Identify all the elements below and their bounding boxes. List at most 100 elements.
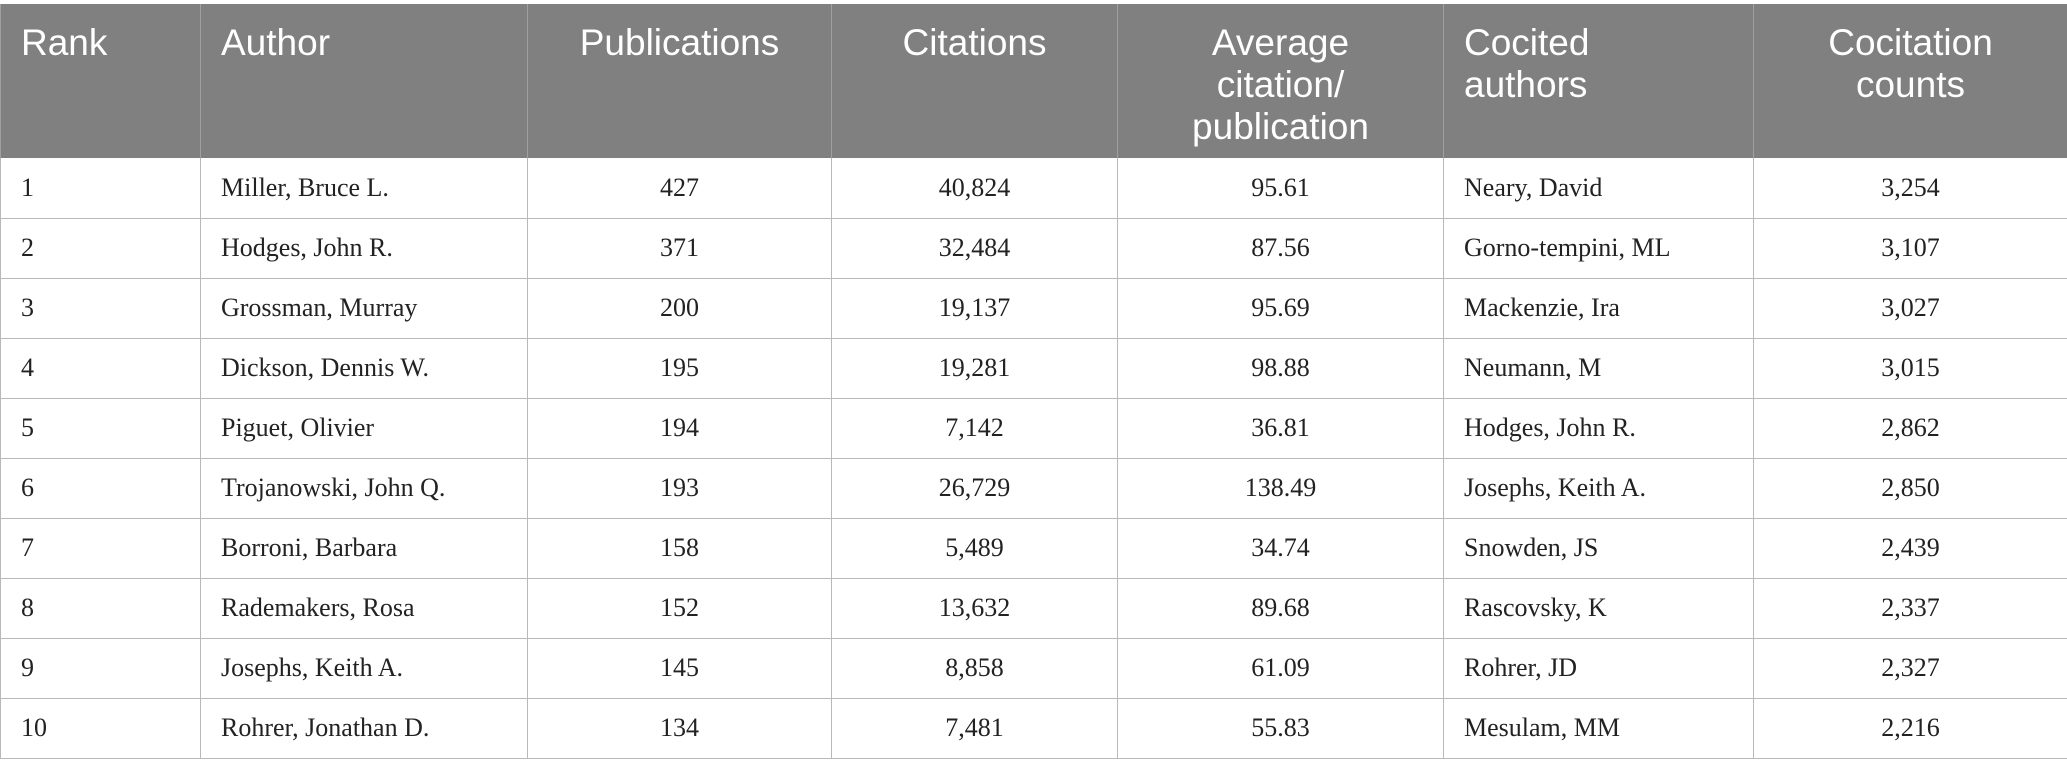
table-row: 8 Rademakers, Rosa 152 13,632 89.68 Rascovsky…	[0, 577, 2067, 639]
average-citation-cell: 61.09	[1117, 637, 1444, 699]
header-cocited-line2: authors	[1464, 64, 1588, 105]
header-average-line3: publication	[1192, 106, 1369, 147]
table-row: 10 Rohrer, Jonathan D. 134 7,481 55.83 Mesula…	[0, 697, 2067, 759]
cocitation-count-cell: 2,439	[1753, 517, 2067, 579]
cocitation-count-cell: 2,337	[1753, 577, 2067, 639]
table-row: 5 Piguet, Olivier 194 7,142 36.81 Hodges, Joh…	[0, 397, 2067, 459]
publications-cell: 427	[527, 158, 832, 219]
average-citation-cell: 95.61	[1117, 158, 1444, 219]
average-citation-cell: 138.49	[1117, 457, 1444, 519]
cocited-author-cell: Gorno-tempini, ML	[1443, 217, 1754, 279]
rank-cell: 6	[0, 457, 201, 519]
cocitation-count-cell: 3,254	[1753, 158, 2067, 219]
author-cell: Josephs, Keith A.	[200, 637, 528, 699]
author-table-container: Rank Author Publications Citations Avera…	[0, 4, 2067, 759]
author-cell: Trojanowski, John Q.	[200, 457, 528, 519]
cocited-author-cell: Mackenzie, Ira	[1443, 277, 1754, 339]
cocitation-count-cell: 3,027	[1753, 277, 2067, 339]
rank-cell: 9	[0, 637, 201, 699]
table-body: 1 Miller, Bruce L. 427 40,824 95.61 Neary, Da…	[0, 158, 2067, 759]
table-row: 1 Miller, Bruce L. 427 40,824 95.61 Neary, Da…	[0, 158, 2067, 219]
publications-cell: 194	[527, 397, 832, 459]
citations-cell: 13,632	[831, 577, 1118, 639]
cocited-author-cell: Josephs, Keith A.	[1443, 457, 1754, 519]
rank-cell: 4	[0, 337, 201, 399]
header-author: Author	[200, 4, 528, 158]
cocited-author-cell: Neumann, M	[1443, 337, 1754, 399]
cocitation-count-cell: 3,015	[1753, 337, 2067, 399]
publications-cell: 158	[527, 517, 832, 579]
header-average-citation: Average citation/ publication	[1117, 4, 1444, 158]
publications-cell: 195	[527, 337, 832, 399]
cocited-author-cell: Rascovsky, K	[1443, 577, 1754, 639]
rank-cell: 3	[0, 277, 201, 339]
publications-cell: 134	[527, 697, 832, 759]
citations-cell: 19,137	[831, 277, 1118, 339]
citations-cell: 26,729	[831, 457, 1118, 519]
citations-cell: 40,824	[831, 158, 1118, 219]
cocitation-count-cell: 2,862	[1753, 397, 2067, 459]
author-cell: Rademakers, Rosa	[200, 577, 528, 639]
author-cell: Rohrer, Jonathan D.	[200, 697, 528, 759]
rank-cell: 8	[0, 577, 201, 639]
cocited-author-cell: Mesulam, MM	[1443, 697, 1754, 759]
cocited-author-cell: Snowden, JS	[1443, 517, 1754, 579]
publications-cell: 145	[527, 637, 832, 699]
header-publications: Publications	[527, 4, 832, 158]
table-row: 4 Dickson, Dennis W. 195 19,281 98.88 Neumann…	[0, 337, 2067, 399]
rank-cell: 5	[0, 397, 201, 459]
rank-cell: 2	[0, 217, 201, 279]
author-citation-table: Rank Author Publications Citations Avera…	[0, 4, 2067, 759]
header-average-line1: Average	[1211, 22, 1350, 63]
table-row: 6 Trojanowski, John Q. 193 26,729 138.49 Jose…	[0, 457, 2067, 519]
header-cocited-line1: Cocited	[1464, 22, 1590, 63]
header-citations: Citations	[831, 4, 1118, 158]
header-rank-label: Rank	[21, 22, 108, 63]
average-citation-cell: 87.56	[1117, 217, 1444, 279]
average-citation-cell: 95.69	[1117, 277, 1444, 339]
average-citation-cell: 36.81	[1117, 397, 1444, 459]
header-cocount-line2: counts	[1855, 64, 1965, 105]
cocitation-count-cell: 3,107	[1753, 217, 2067, 279]
rank-cell: 10	[0, 697, 201, 759]
table-header: Rank Author Publications Citations Avera…	[0, 4, 2067, 158]
citations-cell: 32,484	[831, 217, 1118, 279]
header-citations-label: Citations	[902, 22, 1047, 63]
publications-cell: 371	[527, 217, 832, 279]
header-cocited-authors: Cocited authors	[1443, 4, 1754, 158]
average-citation-cell: 34.74	[1117, 517, 1444, 579]
header-rank: Rank	[0, 4, 201, 158]
author-cell: Miller, Bruce L.	[200, 158, 528, 219]
cocited-author-cell: Hodges, John R.	[1443, 397, 1754, 459]
cocitation-count-cell: 2,850	[1753, 457, 2067, 519]
table-row: 7 Borroni, Barbara 158 5,489 34.74 Snowden, J…	[0, 517, 2067, 579]
author-cell: Piguet, Olivier	[200, 397, 528, 459]
header-author-label: Author	[221, 22, 331, 63]
header-publications-label: Publications	[579, 22, 780, 63]
header-cocitation-counts: Cocitation counts	[1753, 4, 2067, 158]
header-cocount-line1: Cocitation	[1828, 22, 1993, 63]
cocitation-count-cell: 2,327	[1753, 637, 2067, 699]
author-cell: Borroni, Barbara	[200, 517, 528, 579]
publications-cell: 200	[527, 277, 832, 339]
header-row: Rank Author Publications Citations Avera…	[0, 4, 2067, 158]
header-average-line2: citation/	[1216, 64, 1345, 105]
cocited-author-cell: Neary, David	[1443, 158, 1754, 219]
average-citation-cell: 55.83	[1117, 697, 1444, 759]
author-cell: Dickson, Dennis W.	[200, 337, 528, 399]
citations-cell: 8,858	[831, 637, 1118, 699]
author-cell: Grossman, Murray	[200, 277, 528, 339]
average-citation-cell: 98.88	[1117, 337, 1444, 399]
cocited-author-cell: Rohrer, JD	[1443, 637, 1754, 699]
average-citation-cell: 89.68	[1117, 577, 1444, 639]
citations-cell: 5,489	[831, 517, 1118, 579]
author-cell: Hodges, John R.	[200, 217, 528, 279]
cocitation-count-cell: 2,216	[1753, 697, 2067, 759]
citations-cell: 7,481	[831, 697, 1118, 759]
citations-cell: 19,281	[831, 337, 1118, 399]
rank-cell: 1	[0, 158, 201, 219]
table-row: 2 Hodges, John R. 371 32,484 87.56 Gorno-temp…	[0, 217, 2067, 279]
table-row: 3 Grossman, Murray 200 19,137 95.69 Mackenzie…	[0, 277, 2067, 339]
publications-cell: 152	[527, 577, 832, 639]
publications-cell: 193	[527, 457, 832, 519]
